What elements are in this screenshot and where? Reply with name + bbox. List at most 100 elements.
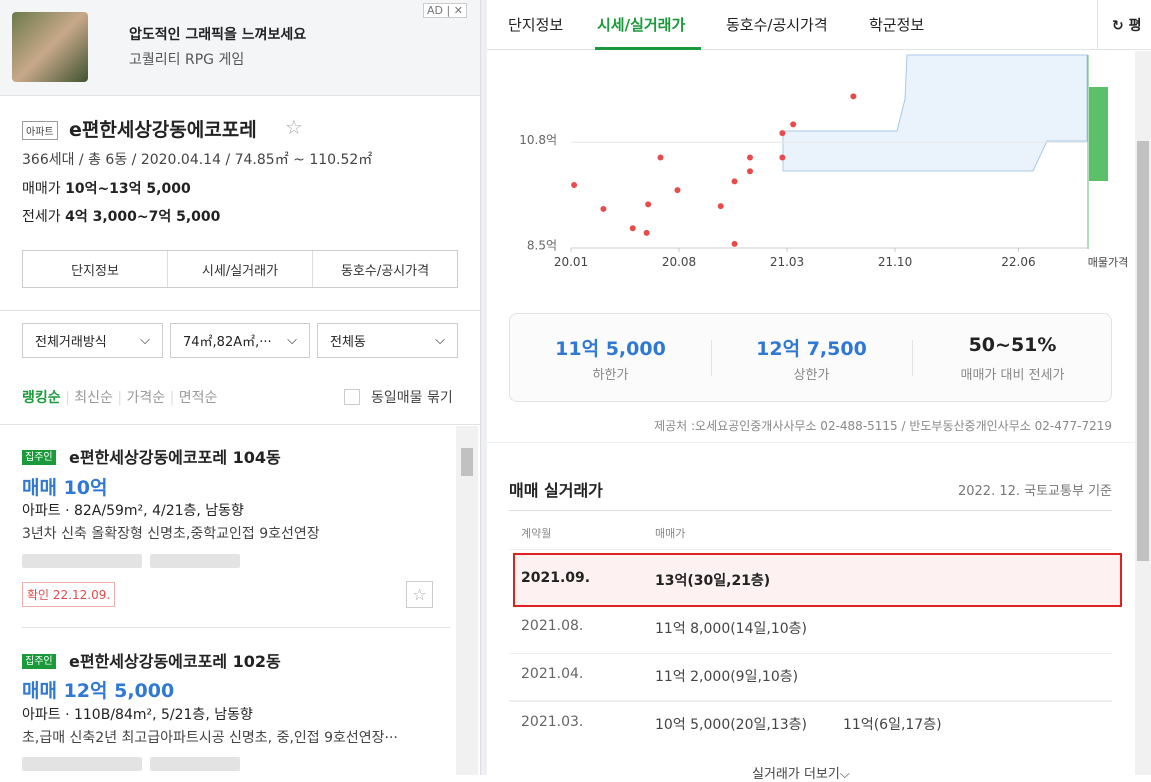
scrollbar[interactable]: [1135, 51, 1151, 775]
filter-text: 전체거래방식: [35, 335, 107, 350]
confirm-date: 확인 22.12.09.: [22, 582, 116, 607]
trade-month: 2021.08.: [521, 618, 584, 634]
sort-option[interactable]: 랭킹순: [22, 390, 61, 406]
trades-title: 매매 실거래가: [509, 481, 603, 500]
tab[interactable]: 동호수/공시가격: [726, 16, 828, 34]
price-chart: 8.5억 10.8억 20.01 20.08 21.03 21.10 22.06 매물가격: [519, 54, 1128, 269]
favorite-button[interactable]: ☆: [406, 581, 433, 608]
tab[interactable]: 시세/실거래가: [168, 251, 313, 287]
sort-option[interactable]: 최신순: [74, 390, 113, 406]
tab[interactable]: 단지정보: [508, 16, 564, 34]
checkbox[interactable]: [344, 389, 360, 405]
blurred-info: [150, 757, 240, 771]
trade-month: 2021.04.: [521, 666, 584, 682]
blurred-info: [150, 554, 240, 568]
listing-desc: 초,급매 신축2년 최고급아파트시공 신명초, 중,인접 9호선연장···: [22, 730, 398, 746]
filter-select[interactable]: 74㎡,82A㎡,··· ⌵: [170, 323, 310, 358]
stat-label: 매매가 대비 전세가: [960, 368, 1065, 383]
scroll-thumb[interactable]: [1137, 141, 1149, 561]
listing-spec: 아파트 · 110B/84m², 5/21층, 남동향: [22, 707, 253, 723]
y-tick-label: 10.8억: [519, 133, 557, 147]
ad-image: [12, 12, 88, 82]
trade-point: [779, 154, 786, 161]
ad-subtitle: 고퀄리티 RPG 게임: [129, 52, 245, 68]
refresh-button[interactable]: ↻ 평: [1097, 0, 1151, 50]
trade-point: [731, 178, 738, 185]
ad-label-text: AD: [427, 4, 443, 17]
listing-tag: 집주인: [22, 649, 56, 669]
blurred-info: [22, 757, 142, 771]
x-tick-label: 20.08: [662, 255, 696, 269]
divider: [509, 700, 1112, 701]
panel-divider: [480, 0, 487, 775]
ad-title: 압도적인 그래픽을 느껴보세요: [129, 27, 307, 43]
trade-point: [629, 225, 636, 232]
more-button[interactable]: 실거래가 더보기⌵: [752, 767, 850, 782]
jeonse-value: 4억 3,000~7억 5,000: [65, 209, 221, 225]
trade-point: [746, 168, 753, 175]
divider: [509, 653, 1112, 654]
type-badge: 아파트: [22, 121, 58, 140]
tab[interactable]: 학군정보: [869, 16, 925, 34]
scroll-thumb[interactable]: [461, 448, 473, 476]
trade-point: [779, 130, 786, 137]
jeonse-range: 전세가 4억 3,000~7억 5,000: [22, 206, 220, 226]
favorite-star[interactable]: ☆: [285, 115, 303, 139]
filter-select[interactable]: 전체동 ⌵: [317, 323, 458, 358]
complex-name: e편한세상강동에코포레: [69, 119, 257, 141]
sale-label: 매매가: [22, 181, 61, 197]
tab[interactable]: 동호수/공시가격: [340, 263, 430, 279]
trade-point: [643, 229, 650, 236]
stat-divider: [711, 340, 712, 376]
group-option[interactable]: 동일매물 묶기: [371, 390, 453, 406]
ad-banner[interactable]: 압도적인 그래픽을 느껴보세요 고퀄리티 RPG 게임 AD | ✕: [0, 0, 480, 96]
y-tick-label: 8.5억: [527, 239, 557, 253]
scrollbar[interactable]: [456, 426, 478, 775]
left-tabs: 단지정보 시세/실거래가 동호수/공시가격: [22, 250, 458, 288]
sort-option[interactable]: 면적순: [178, 390, 218, 406]
listing-spec: 아파트 · 82A/59m², 4/21층, 남동향: [22, 503, 244, 519]
trade-point: [657, 154, 664, 161]
tab[interactable]: 단지정보: [23, 251, 168, 287]
refresh-text: ↻ 평: [1112, 18, 1142, 34]
filter-text: 74㎡,82A㎡,···: [183, 335, 272, 350]
trade-point: [600, 205, 607, 212]
listing-tag: 집주인: [22, 445, 56, 465]
listing-title[interactable]: e편한세상강동에코포레 104동: [69, 448, 281, 467]
jeonse-label: 전세가: [22, 209, 61, 225]
trade-price: 11억 8,000(14일,10층): [655, 621, 807, 637]
stat-value: 12억 7,500: [756, 338, 867, 360]
divider: [0, 424, 480, 425]
trade-point: [790, 121, 797, 128]
sale-value: 10억~13억 5,000: [65, 181, 191, 197]
stats-box: 11억 5,000 하한가 12억 7,500 상한가 50~51% 매매가 대…: [509, 313, 1112, 402]
right-tabs: 단지정보 시세/실거래가 동호수/공시가격 학군정보 ↻ 평: [487, 0, 1151, 50]
x-tick-label: 21.10: [878, 255, 912, 269]
divider: [509, 701, 1112, 702]
x-tick-label: 20.01: [554, 255, 588, 269]
owner-tag: 집주인: [22, 450, 56, 465]
trade-point: [731, 240, 738, 247]
trades-basis: 2022. 12. 국토교통부 기준: [957, 484, 1112, 499]
filter-select[interactable]: 전체거래방식 ⌵: [22, 323, 163, 358]
listing-price: 매매 12억 5,000: [22, 680, 175, 702]
stat-label: 하한가: [592, 368, 629, 383]
listing-title[interactable]: e편한세상강동에코포레 102동: [69, 652, 281, 671]
trade-month: 2021.09.: [521, 570, 591, 586]
blurred-info: [22, 554, 142, 568]
trade-point: [850, 93, 857, 100]
sort-bar: 랭킹순 | 최신순 | 가격순 | 면적순: [22, 390, 218, 406]
col-header: 매매가: [655, 527, 686, 540]
divider: [509, 510, 1112, 511]
divider: [0, 310, 480, 311]
stat-divider: [912, 340, 913, 376]
source: 제공처 :오세요공인중개사사무소 02-488-5115 / 반도부동산중개인사…: [654, 419, 1112, 433]
divider: [509, 549, 1112, 550]
tab-active[interactable]: 시세/실거래가: [597, 16, 686, 34]
ad-label: AD | ✕: [423, 3, 467, 18]
trade-month: 2021.03.: [521, 714, 584, 730]
sort-option[interactable]: 가격순: [126, 390, 166, 406]
trade-point: [746, 154, 753, 161]
listing-range: [1089, 87, 1108, 181]
